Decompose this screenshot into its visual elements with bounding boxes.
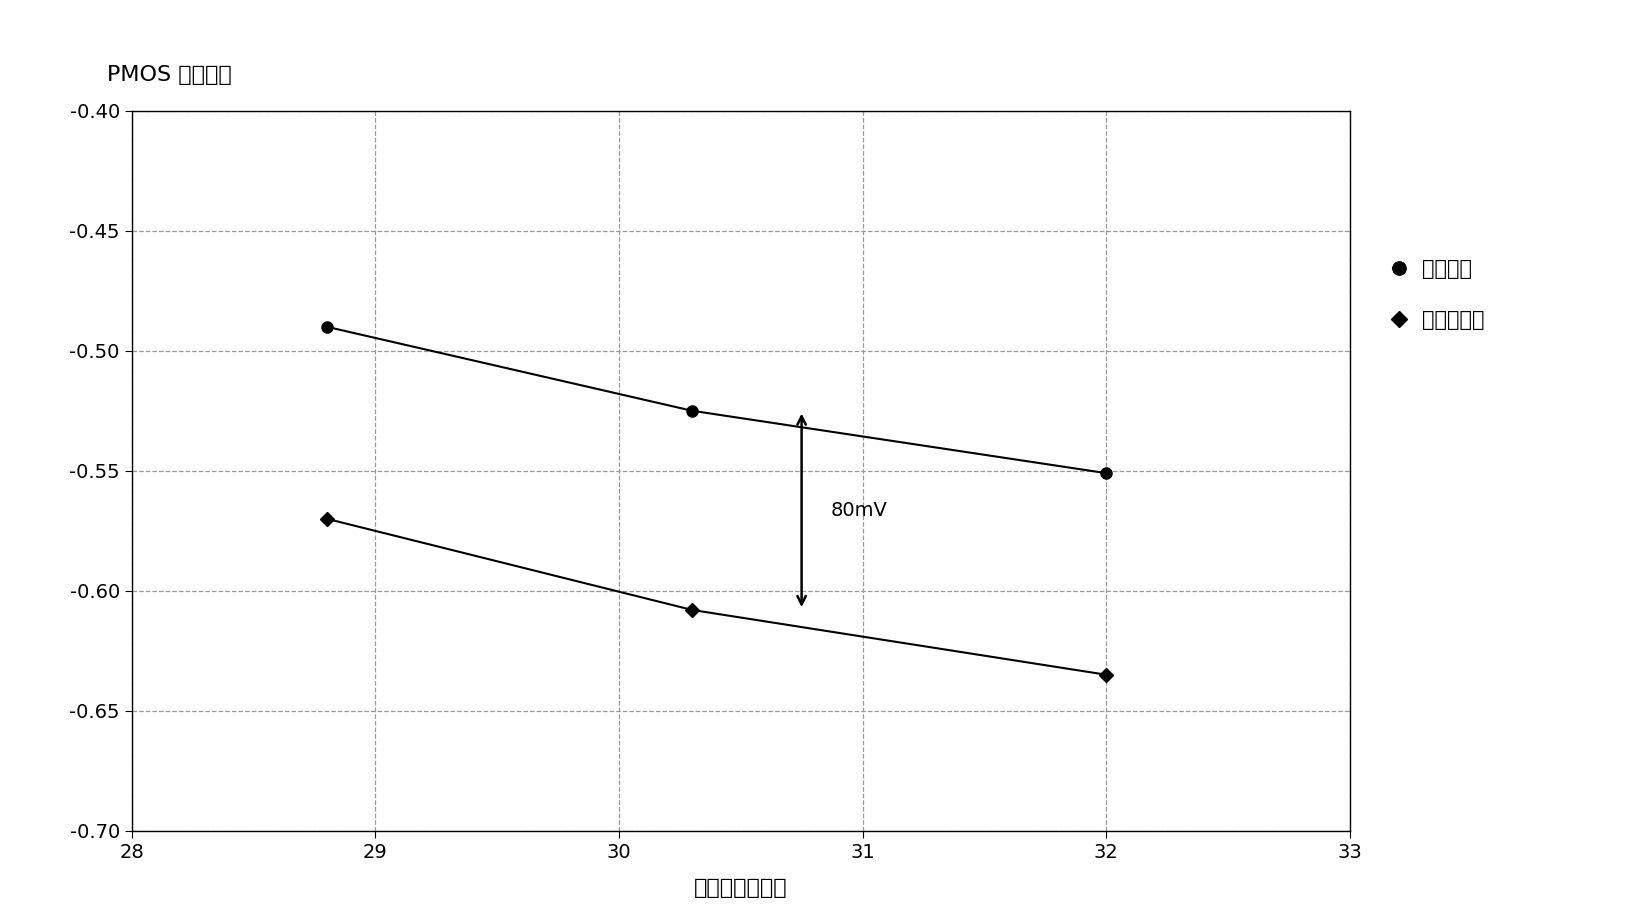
常规热过程 [316,513,336,524]
X-axis label: 栅极氧化层厚度: 栅极氧化层厚度 [695,878,787,898]
常规热过程 [1096,669,1116,680]
Line: 低热过程: 低热过程 [321,321,1111,479]
低热过程 [1096,468,1116,479]
低热过程 [316,321,336,332]
低热过程 [681,405,701,416]
Text: 80mV: 80mV [831,501,887,520]
Text: PMOS 阈值电压: PMOS 阈值电压 [107,65,232,85]
Line: 常规热过程: 常规热过程 [321,514,1111,679]
常规热过程 [681,605,701,616]
Legend: 低热过程, 常规热过程: 低热过程, 常规热过程 [1384,251,1493,339]
